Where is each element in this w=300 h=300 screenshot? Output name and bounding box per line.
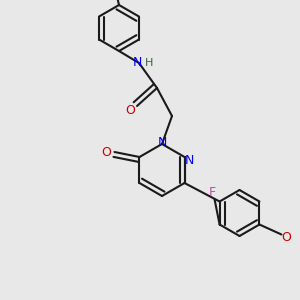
Text: N: N — [185, 154, 194, 166]
Text: N: N — [132, 56, 142, 70]
Text: N: N — [157, 136, 167, 148]
Text: O: O — [281, 231, 291, 244]
Text: H: H — [145, 58, 153, 68]
Text: O: O — [125, 104, 135, 118]
Text: O: O — [101, 146, 111, 158]
Text: F: F — [209, 186, 216, 199]
